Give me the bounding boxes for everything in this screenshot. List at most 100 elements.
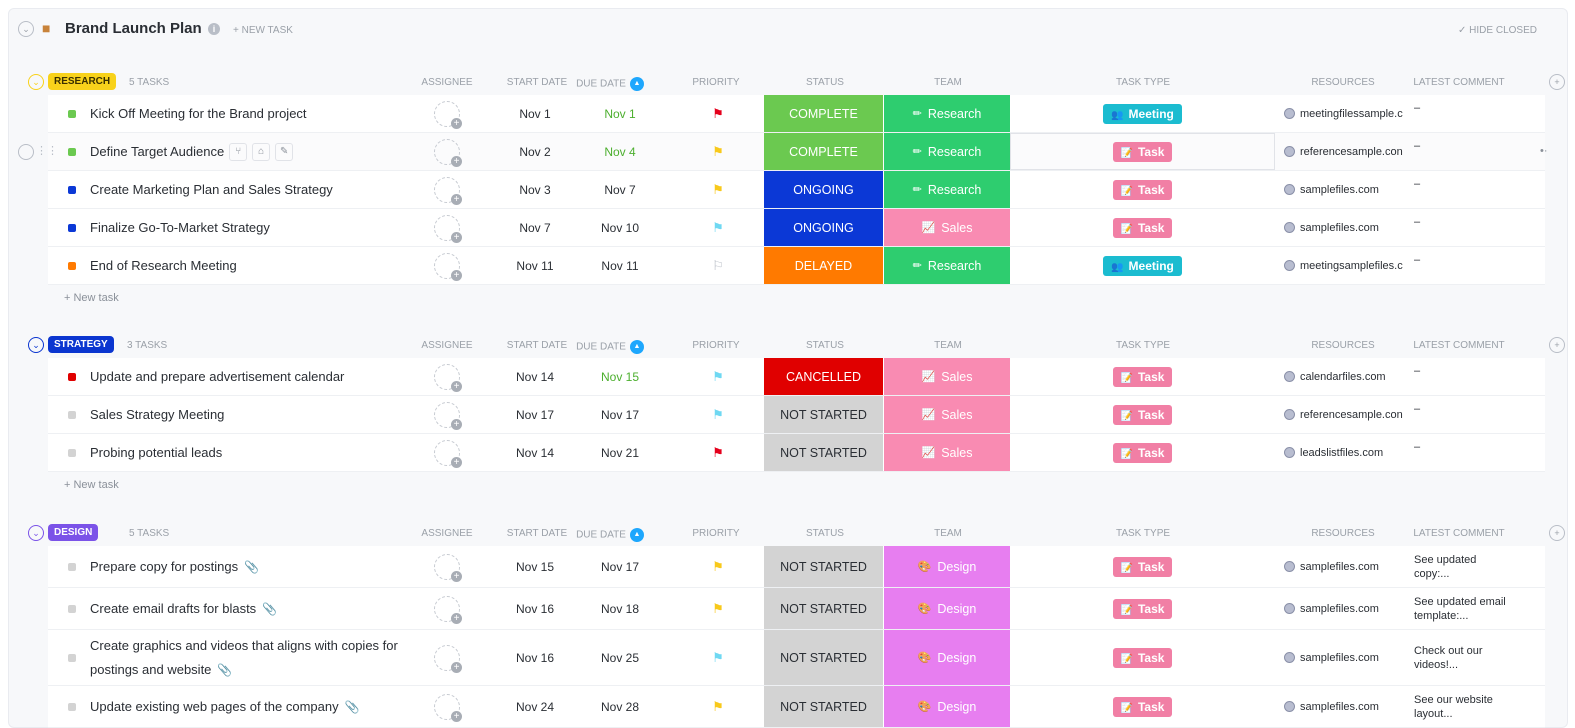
priority-flag-icon[interactable]: ⚑ xyxy=(712,219,724,235)
assignee-cell[interactable] xyxy=(432,209,462,246)
add-assignee-icon[interactable] xyxy=(434,595,462,624)
status-square[interactable] xyxy=(68,562,76,571)
resource-url[interactable]: meetingsamplefiles.c xyxy=(1300,259,1403,272)
task-name-cell[interactable]: Sales Strategy Meeting xyxy=(68,396,408,433)
priority-flag-icon[interactable]: ⚑ xyxy=(712,143,724,159)
add-assignee-icon[interactable] xyxy=(434,214,462,243)
column-header-priority[interactable]: PRIORITY xyxy=(692,528,740,539)
resource-link[interactable]: calendarfiles.com xyxy=(1284,358,1406,395)
latest-comment[interactable]: Check out our videos!... xyxy=(1414,644,1483,671)
task-type-cell[interactable]: 📝 Task xyxy=(1010,358,1275,395)
status-square[interactable] xyxy=(68,109,76,118)
column-header-assignee[interactable]: ASSIGNEE xyxy=(421,77,473,88)
team-badge[interactable]: 📈 Sales xyxy=(884,209,1010,246)
team-badge[interactable]: 🎨 Design xyxy=(884,630,1010,685)
task-type-badge[interactable]: 📝 Task xyxy=(1112,179,1173,200)
assignee-cell[interactable] xyxy=(432,546,462,587)
task-name[interactable]: Create Marketing Plan and Sales Strategy xyxy=(90,181,333,197)
status-square[interactable] xyxy=(68,223,76,232)
task-type-cell[interactable]: 📝 Task xyxy=(1010,209,1275,246)
due-date[interactable]: Nov 17 xyxy=(600,407,640,422)
task-name-cell[interactable]: Kick Off Meeting for the Brand project xyxy=(68,95,408,132)
add-assignee-icon[interactable] xyxy=(434,252,462,281)
task-row[interactable]: Create Marketing Plan and Sales Strategy… xyxy=(48,171,1545,209)
due-date[interactable]: Nov 1 xyxy=(604,106,636,121)
start-date[interactable]: Nov 2 xyxy=(519,144,551,159)
priority-flag-icon[interactable]: ⚑ xyxy=(712,105,724,121)
task-row[interactable]: Kick Off Meeting for the Brand project No… xyxy=(48,95,1545,133)
due-date[interactable]: Nov 18 xyxy=(600,601,640,616)
due-date[interactable]: Nov 4 xyxy=(604,144,636,159)
column-header-task_type[interactable]: TASK TYPE xyxy=(1115,77,1171,88)
column-header-start[interactable]: START DATE xyxy=(506,77,568,88)
status-square[interactable] xyxy=(68,604,76,613)
task-name[interactable]: Define Target Audience xyxy=(90,143,225,159)
column-header-due[interactable]: DUE DATE ▲ xyxy=(550,528,670,542)
latest-comment[interactable]: – xyxy=(1414,178,1421,190)
task-type-badge[interactable]: 📝 Task xyxy=(1112,217,1173,238)
task-type-cell[interactable]: 👥 Meeting xyxy=(1010,247,1275,284)
resource-url[interactable]: leadslistfiles.com xyxy=(1300,446,1384,459)
task-name[interactable]: Create email drafts for blasts 📎 xyxy=(90,600,278,616)
section-label-strategy[interactable]: STRATEGY xyxy=(48,336,114,353)
resource-link[interactable]: referencesample.con xyxy=(1284,133,1406,170)
sort-ascending-icon[interactable]: ▲ xyxy=(629,77,644,91)
column-header-due[interactable]: DUE DATE ▲ xyxy=(550,340,670,354)
info-icon[interactable]: i xyxy=(208,23,220,35)
column-header-status[interactable]: STATUS xyxy=(806,528,844,539)
task-type-badge[interactable]: 📝 Task xyxy=(1112,366,1173,387)
status-badge[interactable]: NOT STARTED xyxy=(764,630,883,685)
start-date[interactable]: Nov 16 xyxy=(515,601,555,616)
add-assignee-icon[interactable] xyxy=(434,439,462,468)
resource-url[interactable]: referencesample.con xyxy=(1300,145,1403,158)
task-type-cell[interactable]: 📝 Task xyxy=(1010,171,1275,208)
status-badge[interactable]: DELAYED xyxy=(764,247,883,284)
team-badge[interactable]: 📈 Sales xyxy=(884,396,1010,433)
status-square[interactable] xyxy=(68,147,76,156)
status-square[interactable] xyxy=(68,448,76,457)
status-square[interactable] xyxy=(68,261,76,270)
task-name[interactable]: Probing potential leads xyxy=(90,444,223,460)
task-type-cell[interactable]: 📝 Task xyxy=(1010,546,1275,587)
add-column-icon[interactable]: + xyxy=(1549,74,1565,90)
task-name-cell[interactable]: Update and prepare advertisement calenda… xyxy=(68,358,408,395)
start-date[interactable]: Nov 15 xyxy=(515,559,555,574)
resource-link[interactable]: samplefiles.com xyxy=(1284,630,1406,685)
add-assignee-icon[interactable] xyxy=(434,138,462,167)
collapse-section-icon[interactable]: ⌄ xyxy=(28,74,44,90)
new-task-link[interactable]: + New task xyxy=(64,479,119,491)
task-name-cell[interactable]: Create Marketing Plan and Sales Strategy xyxy=(68,171,408,208)
latest-comment[interactable]: – xyxy=(1414,403,1421,415)
due-date[interactable]: Nov 25 xyxy=(600,650,640,665)
assignee-cell[interactable] xyxy=(432,630,462,685)
priority-flag-icon[interactable]: ⚑ xyxy=(712,406,724,422)
team-badge[interactable]: ✏ Research xyxy=(884,247,1010,284)
task-tag-icon[interactable]: ⌂ xyxy=(252,142,271,161)
resource-url[interactable]: samplefiles.com xyxy=(1300,560,1379,573)
priority-flag-icon[interactable]: ⚑ xyxy=(712,558,724,574)
latest-comment[interactable]: – xyxy=(1414,441,1421,453)
task-name-cell[interactable]: Create email drafts for blasts 📎 xyxy=(68,588,408,629)
team-badge[interactable]: 📈 Sales xyxy=(884,434,1010,471)
resource-link[interactable]: meetingfilessample.c xyxy=(1284,95,1406,132)
resource-link[interactable]: samplefiles.com xyxy=(1284,546,1406,587)
due-date[interactable]: Nov 28 xyxy=(600,699,640,714)
start-date[interactable]: Nov 14 xyxy=(515,369,555,384)
resource-link[interactable]: samplefiles.com xyxy=(1284,209,1406,246)
status-badge[interactable]: COMPLETE xyxy=(764,95,883,132)
priority-flag-icon[interactable]: ⚐ xyxy=(712,257,724,273)
column-header-assignee[interactable]: ASSIGNEE xyxy=(421,528,473,539)
column-header-assignee[interactable]: ASSIGNEE xyxy=(421,340,473,351)
latest-comment[interactable]: – xyxy=(1414,140,1421,152)
column-header-task_type[interactable]: TASK TYPE xyxy=(1115,340,1171,351)
task-row[interactable]: Create graphics and videos that aligns w… xyxy=(48,630,1545,686)
task-type-badge[interactable]: 📝 Task xyxy=(1112,442,1173,463)
task-name-cell[interactable]: End of Research Meeting xyxy=(68,247,408,284)
column-header-comment[interactable]: LATEST COMMENT xyxy=(1413,77,1505,88)
column-header-team[interactable]: TEAM xyxy=(934,77,962,88)
column-header-resources[interactable]: RESOURCES xyxy=(1311,528,1375,539)
new-task-link[interactable]: + New task xyxy=(64,292,119,304)
resource-url[interactable]: samplefiles.com xyxy=(1300,651,1379,664)
task-name-cell[interactable]: Finalize Go-To-Market Strategy xyxy=(68,209,408,246)
column-header-task_type[interactable]: TASK TYPE xyxy=(1115,528,1171,539)
